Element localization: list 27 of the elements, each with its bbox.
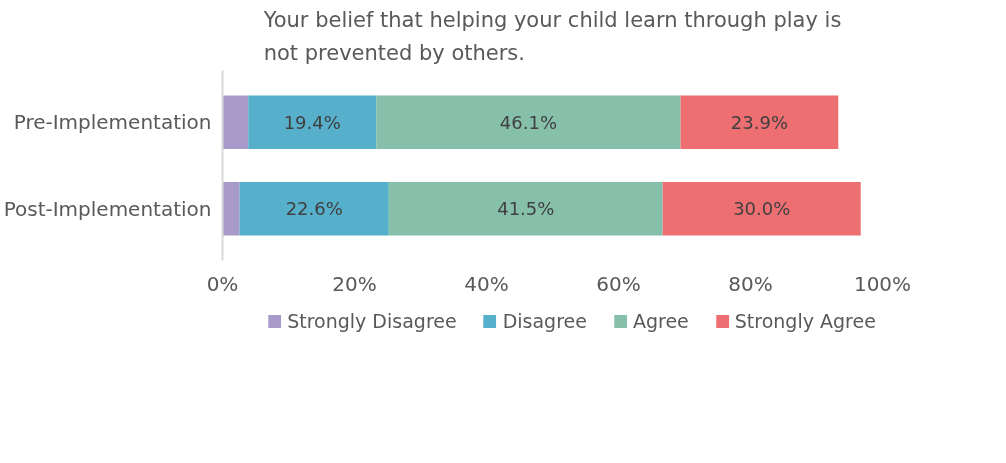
bar <box>222 181 240 236</box>
chart-title: Your belief that helping your child learn through play is not prevented by others. <box>262 7 842 66</box>
x-tick-label: 100% <box>853 271 912 296</box>
bar <box>376 95 681 150</box>
data-label: 46.1% <box>499 111 558 133</box>
bar <box>388 181 663 236</box>
y-tick-label: Post-Implementation <box>3 196 212 221</box>
data-label: 19.4% <box>283 111 341 133</box>
x-tick-label: 80% <box>728 271 773 296</box>
x-tick-label: 60% <box>596 271 641 296</box>
y-tick-label: Pre-Implementation <box>13 110 212 135</box>
x-tick-label: 20% <box>332 271 377 296</box>
data-label: 30.0% <box>733 198 791 220</box>
data-label: 23.9% <box>730 111 789 133</box>
bar <box>680 95 839 150</box>
legend-label: Strongly Agree <box>734 309 876 332</box>
bar <box>662 181 861 236</box>
legend-label: Agree <box>632 309 689 332</box>
bar <box>248 95 377 150</box>
bar <box>239 181 389 236</box>
legend-label: Strongly Disagree <box>287 309 457 332</box>
bar <box>222 95 249 150</box>
x-tick-label: 40% <box>464 271 509 296</box>
legend-label: Disagree <box>502 309 587 332</box>
data-label: 41.5% <box>497 198 555 220</box>
data-label: 22.6% <box>285 198 343 220</box>
x-tick-label: 0% <box>206 271 239 296</box>
